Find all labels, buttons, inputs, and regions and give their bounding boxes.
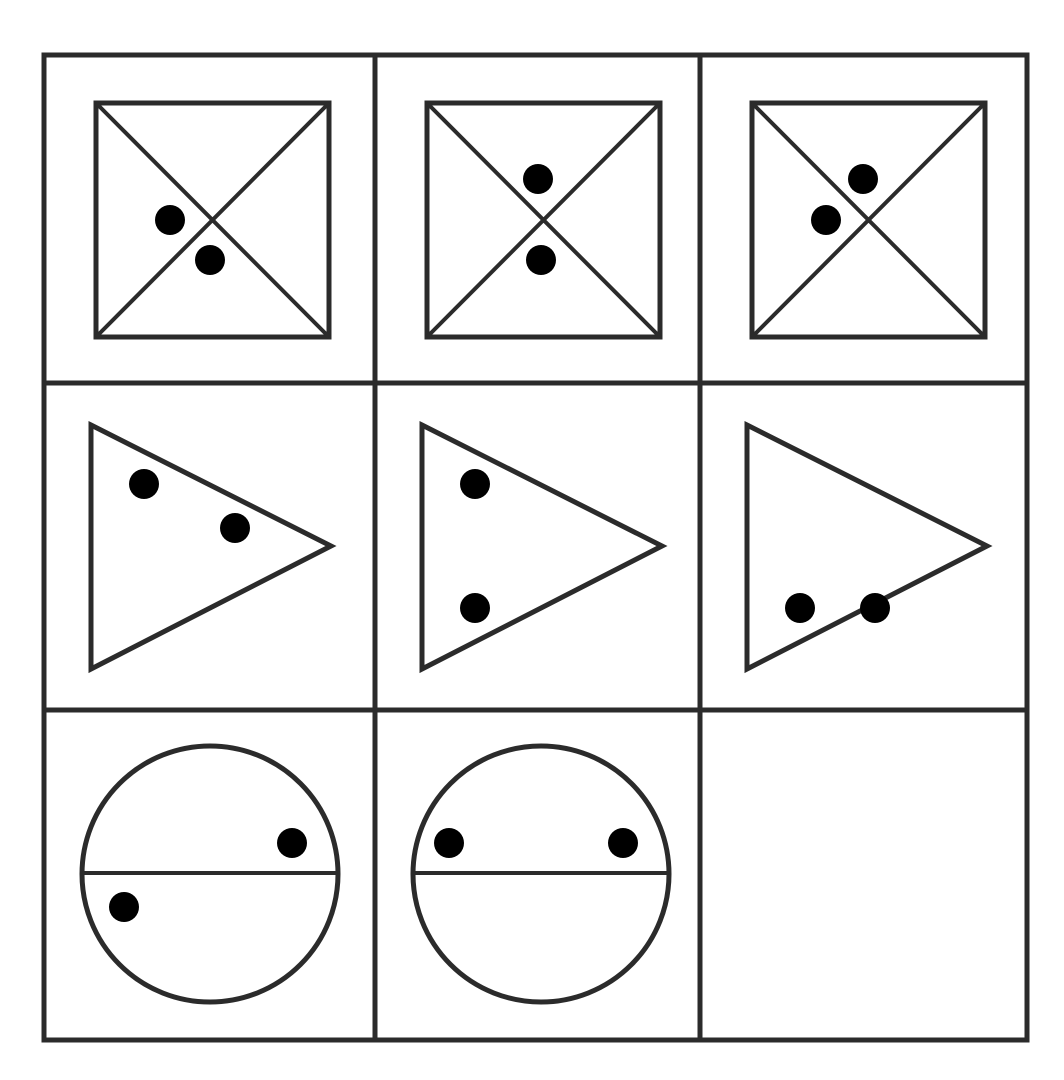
- triangle-outline: [744, 420, 993, 674]
- circle-outline: [79, 743, 341, 1005]
- dot: [526, 245, 556, 275]
- puzzle-cell: [749, 100, 988, 340]
- dot: [460, 469, 490, 499]
- puzzle-cell: [424, 100, 663, 340]
- dot: [811, 205, 841, 235]
- square-outline: [749, 100, 988, 340]
- dot: [434, 828, 464, 858]
- dot: [155, 205, 185, 235]
- circle-outline: [410, 743, 672, 1005]
- dot: [460, 593, 490, 623]
- square-diagonal: [750, 101, 987, 339]
- triangle-outline: [419, 420, 668, 674]
- grid-frame: [41, 52, 1030, 1043]
- puzzle-cell: [744, 420, 993, 674]
- dot: [860, 593, 890, 623]
- dot: [523, 164, 553, 194]
- dot: [109, 892, 139, 922]
- dot: [129, 469, 159, 499]
- puzzle-cell: [88, 420, 337, 674]
- puzzle-cell: [419, 420, 668, 674]
- triangle-outline: [88, 420, 337, 674]
- puzzle-cell: [93, 100, 332, 340]
- square-outline: [424, 100, 663, 340]
- dot: [195, 245, 225, 275]
- puzzle-cell: [79, 743, 341, 1005]
- square-diagonal: [94, 101, 331, 339]
- dot: [277, 828, 307, 858]
- dot: [785, 593, 815, 623]
- puzzle-cell: [410, 743, 672, 1005]
- dot: [608, 828, 638, 858]
- square-diagonal: [425, 101, 662, 339]
- dot: [220, 513, 250, 543]
- dot: [848, 164, 878, 194]
- square-outline: [93, 100, 332, 340]
